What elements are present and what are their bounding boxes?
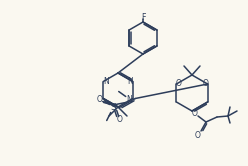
Text: N: N: [103, 77, 109, 85]
Text: O: O: [176, 79, 181, 87]
Text: O: O: [203, 79, 209, 87]
Text: O: O: [192, 109, 198, 118]
Text: N: N: [127, 77, 133, 85]
Text: O: O: [97, 95, 103, 104]
Text: O: O: [117, 115, 123, 124]
Text: O: O: [195, 130, 201, 139]
Text: S: S: [111, 103, 117, 112]
Text: N: N: [126, 95, 132, 104]
Text: F: F: [141, 12, 145, 22]
